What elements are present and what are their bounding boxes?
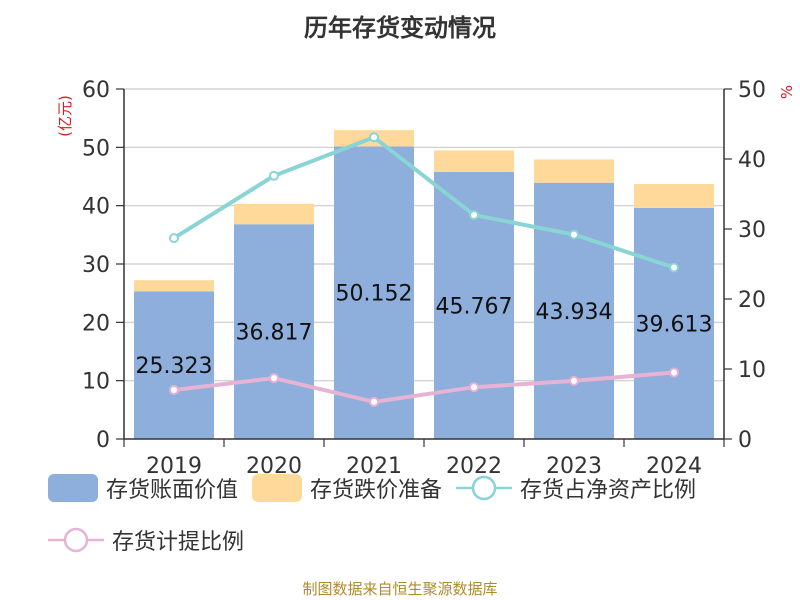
legend-swatch-provision-ratio [48, 527, 104, 553]
right-tick-label: 20 [738, 288, 766, 313]
bar-impairment [634, 184, 714, 208]
right-tick-label: 50 [738, 78, 766, 103]
left-tick-label: 50 [82, 136, 110, 161]
bar-book-value [534, 182, 614, 440]
line-net-asset-ratio [172, 135, 675, 270]
left-tick-label: 0 [96, 428, 110, 453]
x-tick-label: 2021 [346, 454, 402, 479]
point-provision-ratio [469, 382, 479, 393]
bar-value-label: 39.613 [636, 312, 713, 337]
legend-label-book-value: 存货账面价值 [106, 478, 239, 503]
right-tick-label: 0 [738, 428, 752, 453]
x-tick-label: 2023 [546, 454, 602, 479]
x-tick-label: 2019 [146, 454, 202, 479]
legend-item-provision-ratio[interactable]: 存货计提比例 [48, 522, 244, 558]
left-tick-label: 60 [82, 78, 110, 103]
bar-impairment [234, 203, 314, 225]
point-net-asset-ratio [469, 210, 479, 220]
point-net-asset-ratio [369, 132, 379, 143]
bar-impairment [534, 159, 614, 183]
data-labels: 25.323 36.817 50.152 45.767 43.934 39.613 [136, 282, 713, 379]
right-tick-label: 40 [738, 148, 766, 173]
x-tick-label: 2022 [446, 454, 502, 479]
point-provision-ratio [669, 367, 679, 378]
legend-label-provision-ratio: 存货计提比例 [112, 530, 245, 555]
legend-label-net-asset-ratio: 存货占净资产比例 [520, 478, 697, 503]
legend-swatch-net-asset-ratio [456, 475, 513, 501]
x-tick-label: 2024 [646, 454, 702, 479]
left-axis-unit: (亿元) [56, 95, 74, 137]
line-provision-ratio [173, 370, 675, 404]
right-axis-unit: % [778, 85, 796, 99]
right-tick-label: 30 [738, 218, 766, 243]
right-tick-label: 10 [738, 358, 766, 383]
legend-item-net-asset-ratio[interactable]: 存货占净资产比例 [456, 470, 696, 506]
left-tick-label: 20 [82, 311, 110, 336]
bar-value-label: 50.152 [336, 282, 413, 307]
legend-swatch-book-value [48, 474, 98, 502]
point-net-asset-ratio [169, 233, 179, 244]
lines [169, 132, 679, 407]
legend: 存货账面价值 存货跌价准备 存货占净资产比例 存货计提比例 [48, 470, 788, 558]
point-net-asset-ratio [669, 262, 679, 273]
left-tick-label: 10 [82, 370, 110, 395]
point-provision-ratio [569, 375, 579, 386]
bar-value-label: 25.323 [136, 354, 213, 379]
bar-book-value [634, 207, 714, 439]
source-note: 制图数据来自恒生聚源数据库 [302, 580, 498, 598]
point-provision-ratio [269, 373, 279, 384]
bar-book-value [334, 146, 414, 440]
bar-book-value [234, 224, 314, 439]
bar-book-value [134, 291, 214, 439]
legend-swatch-impairment [252, 474, 303, 502]
point-provision-ratio [169, 385, 179, 395]
legend-item-book-value[interactable]: 存货账面价值 [48, 470, 238, 506]
bar-impairment [434, 150, 514, 173]
point-net-asset-ratio [569, 229, 579, 240]
legend-label-impairment: 存货跌价准备 [310, 478, 443, 503]
bar-value-label: 36.817 [236, 321, 313, 346]
point-net-asset-ratio [269, 170, 279, 181]
point-provision-ratio [369, 396, 379, 407]
left-tick-label: 40 [82, 195, 110, 220]
bar-value-label: 43.934 [536, 300, 613, 325]
left-tick-label: 30 [82, 253, 110, 278]
chart-title: 历年存货变动情况 [304, 14, 496, 42]
legend-item-impairment[interactable]: 存货跌价准备 [252, 470, 442, 506]
bar-value-label: 45.767 [436, 295, 513, 320]
bar-impairment [134, 280, 214, 292]
